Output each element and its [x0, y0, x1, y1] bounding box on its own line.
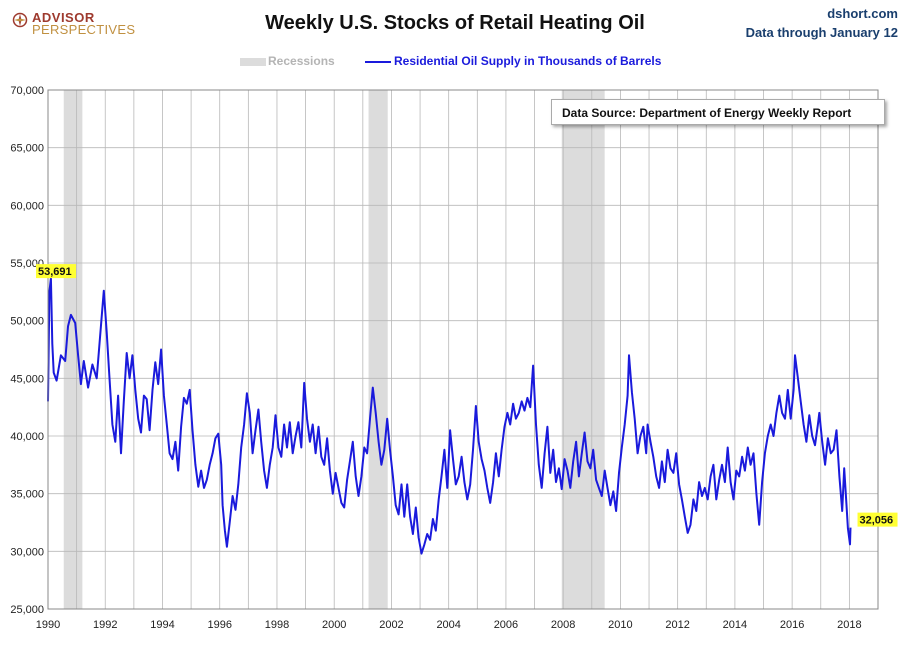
max-value-highlight	[36, 264, 76, 279]
y-tick-label: 60,000	[10, 200, 44, 212]
last-value-highlight	[857, 512, 898, 527]
x-tick-label: 2000	[322, 619, 346, 631]
plot-area	[48, 90, 878, 609]
recession-band	[561, 90, 605, 609]
y-tick-label: 70,000	[10, 85, 44, 97]
x-tick-label: 1996	[207, 619, 231, 631]
x-tick-label: 2016	[780, 619, 804, 631]
y-tick-label: 40,000	[10, 431, 44, 443]
x-tick-label: 2004	[436, 619, 460, 631]
x-tick-label: 1992	[93, 619, 117, 631]
x-tick-label: 2018	[837, 619, 861, 631]
recession-band	[368, 90, 388, 609]
x-tick-label: 2010	[608, 619, 632, 631]
site-name: dshort.com	[827, 6, 898, 21]
y-tick-label: 30,000	[10, 546, 44, 558]
y-tick-label: 55,000	[10, 258, 44, 270]
chart-title: Weekly U.S. Stocks of Retail Heating Oil	[265, 12, 645, 34]
data-through-label: Data through January 12	[745, 25, 898, 40]
chart-legend: Recessions Residential Oil Supply in Tho…	[0, 54, 910, 72]
y-tick-label: 25,000	[10, 604, 44, 616]
y-tick-label: 65,000	[10, 143, 44, 155]
data-source-box: Data Source: Department of Energy Weekly…	[551, 99, 885, 125]
legend-series-label: Residential Oil Supply in Thousands of B…	[394, 54, 662, 68]
brand-name-line1: ADVISOR	[32, 10, 95, 25]
y-tick-label: 50,000	[10, 316, 44, 328]
y-tick-label: 35,000	[10, 489, 44, 501]
y-tick-label: 45,000	[10, 373, 44, 385]
x-tick-label: 2012	[665, 619, 689, 631]
plot-border	[47, 89, 879, 610]
legend-recession-label: Recessions	[268, 54, 335, 68]
brand-name-line2: PERSPECTIVES	[32, 22, 136, 37]
x-tick-label: 2006	[494, 619, 518, 631]
max-value-label: 53,691	[38, 266, 72, 278]
legend-recession-swatch	[240, 58, 266, 66]
brand-logo: ADVISOR PERSPECTIVES	[12, 10, 142, 37]
compass-icon	[12, 12, 28, 28]
x-tick-label: 1998	[265, 619, 289, 631]
x-tick-label: 2008	[551, 619, 575, 631]
last-value-label: 32,056	[860, 515, 894, 527]
x-tick-label: 1990	[36, 619, 60, 631]
x-tick-label: 2014	[723, 619, 747, 631]
x-tick-label: 1994	[150, 619, 174, 631]
x-tick-label: 2002	[379, 619, 403, 631]
recession-band	[63, 90, 83, 609]
legend-series-swatch	[365, 61, 391, 63]
series-line	[47, 277, 852, 555]
